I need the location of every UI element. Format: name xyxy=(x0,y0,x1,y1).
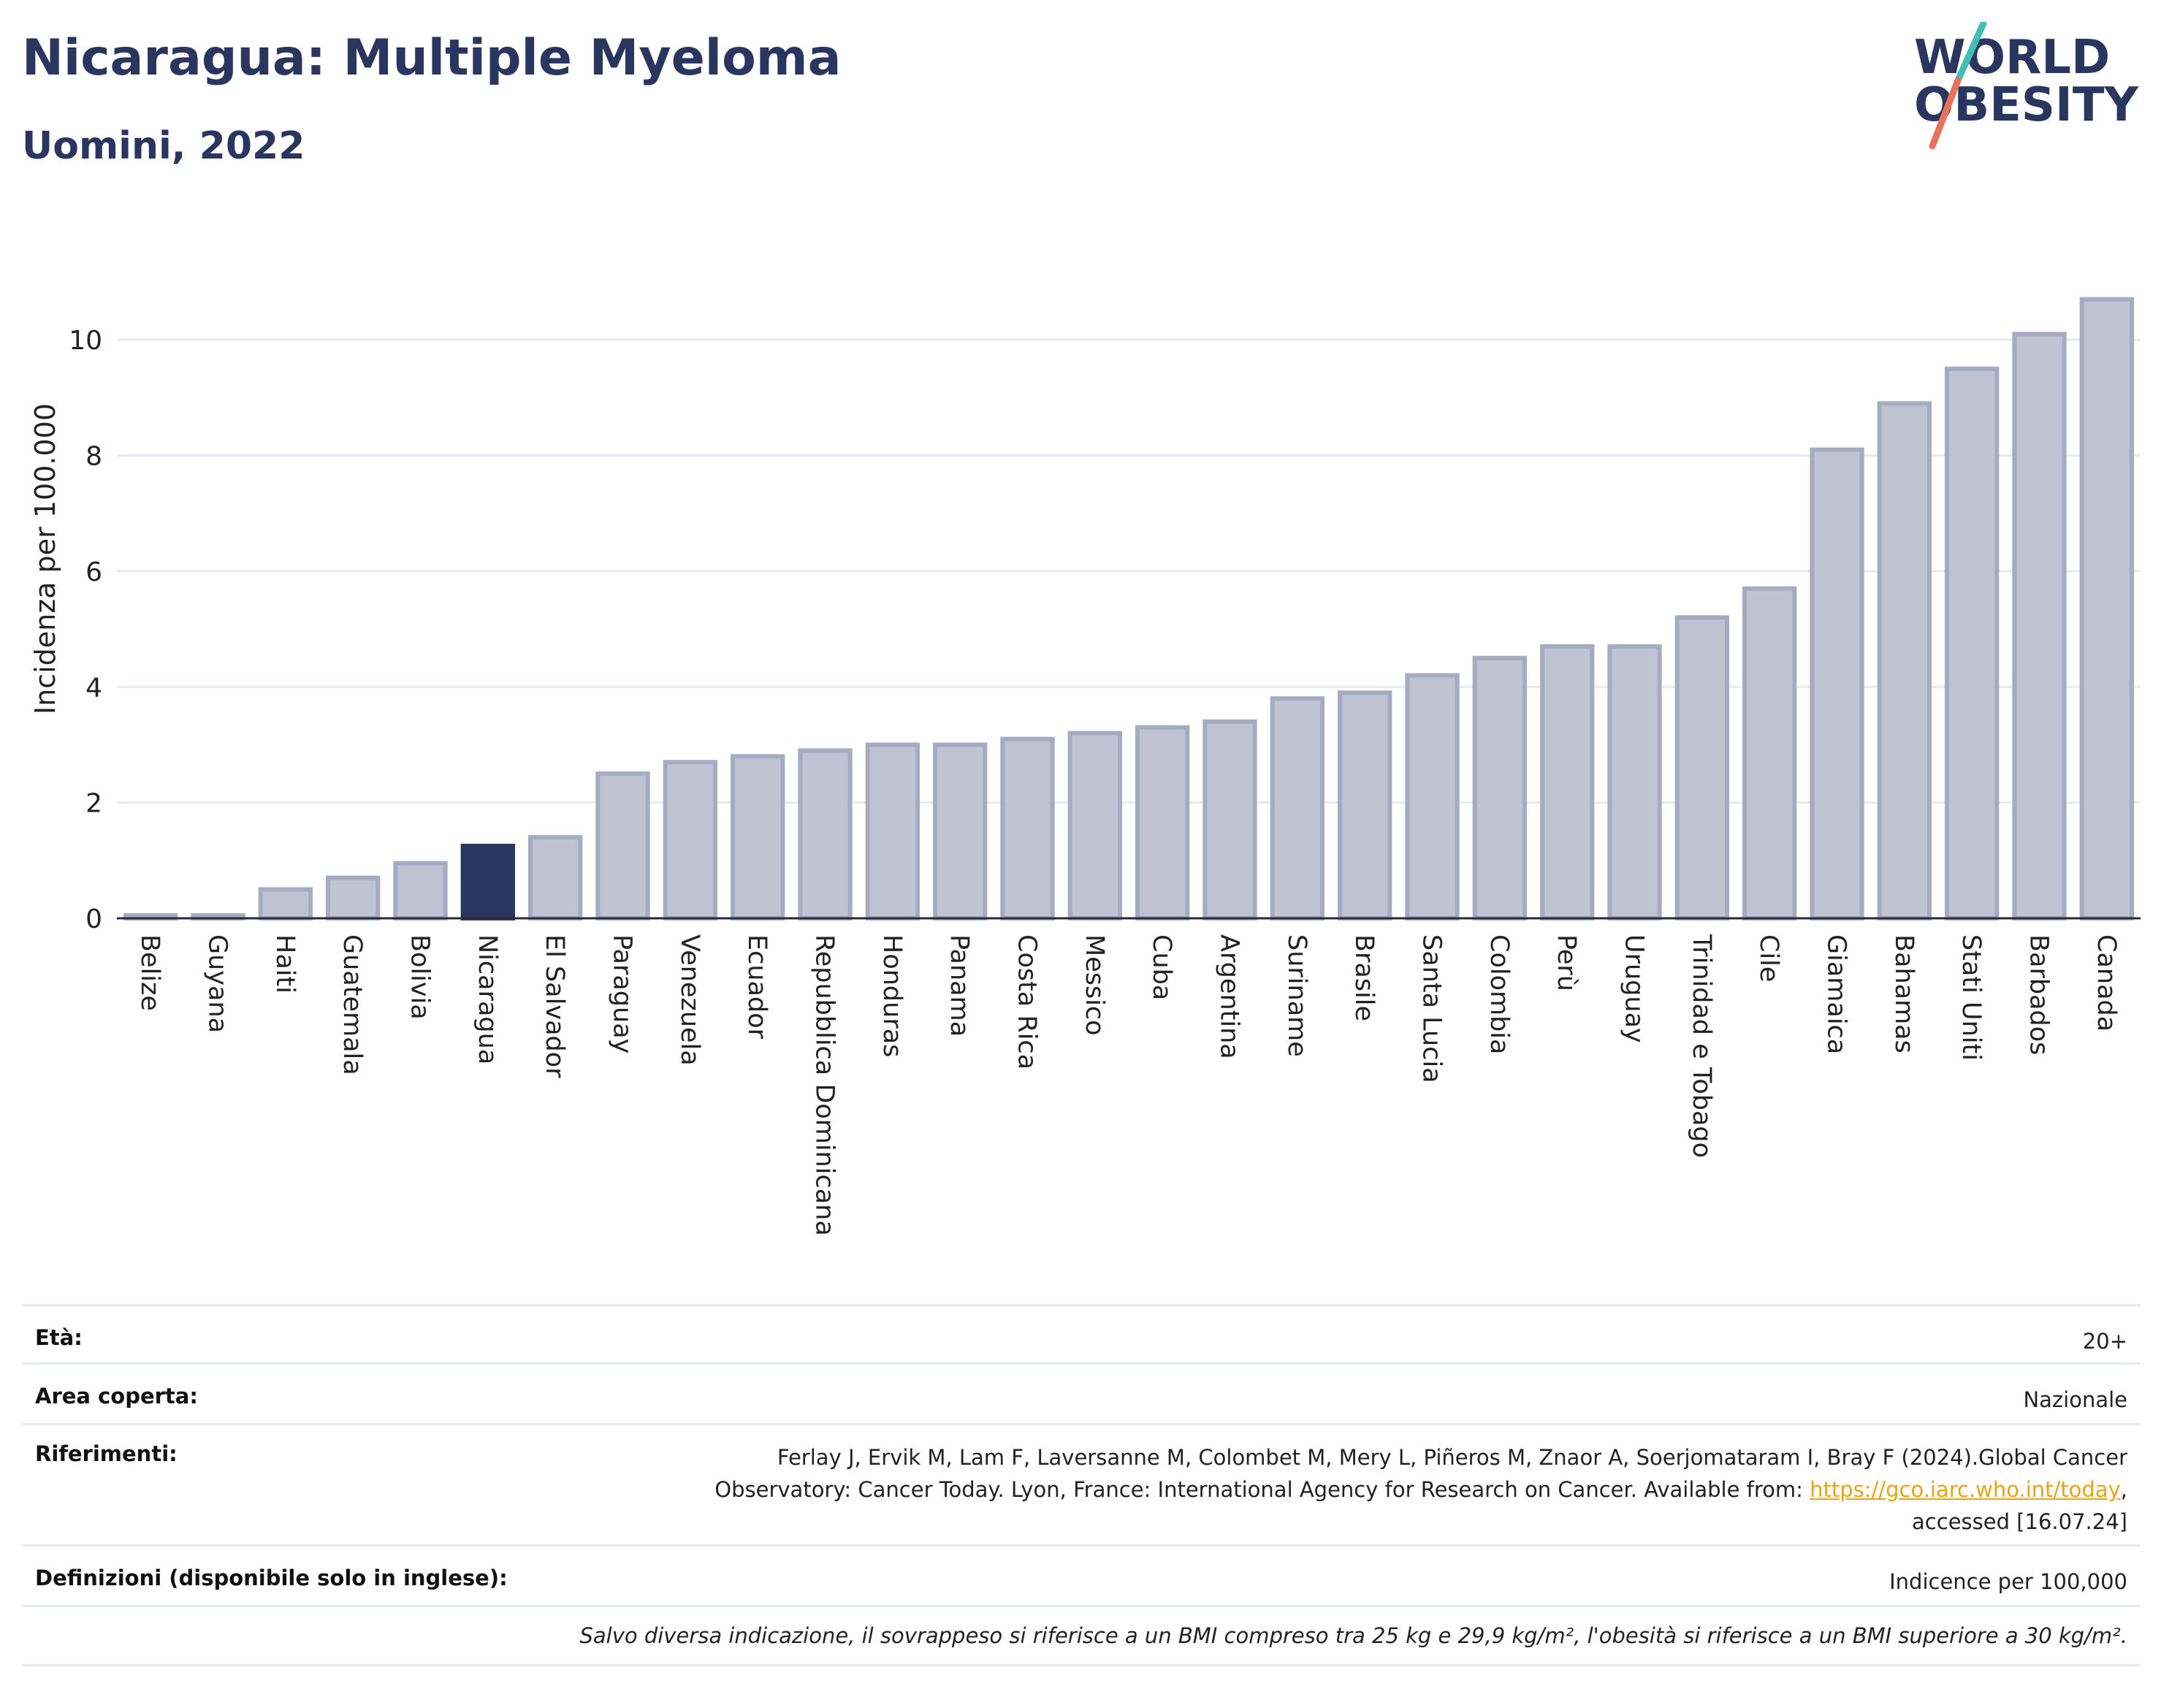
bar xyxy=(1338,690,1392,920)
definitions-label: Definizioni (disponibile solo in inglese… xyxy=(35,1566,508,1590)
references-line-2: Observatory: Cancer Today. Lyon, France:… xyxy=(714,1477,1810,1502)
y-axis-label: Incidenza per 100.000 xyxy=(29,403,61,714)
x-tick-label: El Salvador xyxy=(540,934,569,1078)
x-tick-label: Guatemala xyxy=(338,934,367,1075)
x-tick-label: Bahamas xyxy=(1889,934,1918,1053)
bar xyxy=(1810,447,1864,920)
bar xyxy=(1203,719,1257,920)
bar xyxy=(1742,586,1797,920)
x-tick-label: Guyana xyxy=(203,934,232,1033)
bar xyxy=(1270,696,1325,920)
x-tick-label: Suriname xyxy=(1282,934,1311,1057)
bar xyxy=(2079,297,2134,921)
x-tick-label: Repubblica Dominicana xyxy=(810,934,839,1236)
x-tick-label: Colombia xyxy=(1485,934,1514,1054)
info-row-note: Salvo diversa indicazione, il sovrappeso… xyxy=(22,1605,2141,1666)
y-tick-label: 6 xyxy=(85,557,102,587)
y-tick-label: 0 xyxy=(85,904,102,934)
age-value: 20+ xyxy=(2082,1329,2127,1354)
x-tick-label: Argentina xyxy=(1215,934,1244,1059)
references-label: Riferimenti: xyxy=(35,1441,178,1466)
info-table: Età: 20+ Area coperta: Nazionale Riferim… xyxy=(22,1304,2141,1666)
bar xyxy=(1405,673,1460,920)
bar xyxy=(731,754,785,920)
bar xyxy=(1000,736,1055,921)
bmi-note: Salvo diversa indicazione, il sovrappeso… xyxy=(579,1623,2127,1648)
x-tick-label: Costa Rica xyxy=(1013,934,1042,1070)
bar xyxy=(258,887,313,921)
logo-slash-teal xyxy=(1954,22,1987,84)
x-tick-label: Canada xyxy=(2092,934,2121,1032)
x-tick-label: Honduras xyxy=(877,934,907,1057)
info-row-age: Età: 20+ xyxy=(22,1304,2141,1362)
bar xyxy=(595,771,650,921)
bar xyxy=(2012,332,2067,921)
y-tick-label: 8 xyxy=(85,442,102,472)
logo-text-world: WORLD xyxy=(1914,31,2110,85)
bar xyxy=(1540,644,1595,920)
x-tick-label: Stati Uniti xyxy=(1956,934,1986,1061)
references-value: Ferlay J, Ervik M, Lam F, Laversanne M, … xyxy=(714,1441,2141,1538)
x-tick-label: Ecuador xyxy=(742,934,771,1040)
world-obesity-logo: WORLD OBESITY xyxy=(1914,22,2138,150)
y-tick-label: 2 xyxy=(85,789,102,819)
references-line-1: Ferlay J, Ervik M, Lam F, Laversanne M, … xyxy=(777,1445,2127,1470)
bar-chart: 0 2 4 6 8 10 Belize Guyana Haiti Guatemala Bolivia… xyxy=(29,297,2141,1236)
bar xyxy=(1067,731,1122,920)
bar xyxy=(663,760,717,921)
x-tick-label: Brasile xyxy=(1349,934,1379,1021)
bar xyxy=(1945,366,2000,921)
bar xyxy=(460,844,515,920)
x-tick-label: Barbados xyxy=(2024,934,2054,1055)
x-tick-label: Bolivia xyxy=(405,934,435,1020)
bar xyxy=(1607,644,1662,920)
info-row-definitions: Definizioni (disponibile solo in inglese… xyxy=(22,1544,2141,1605)
references-line-3: accessed [16.07.24] xyxy=(1912,1509,2127,1534)
x-tick-label: Perù xyxy=(1552,934,1581,991)
x-tick-label: Giamaica xyxy=(1822,934,1851,1054)
page-subtitle: Uomini, 2022 xyxy=(22,124,305,168)
gridlines xyxy=(117,338,2141,804)
bar xyxy=(1135,725,1190,920)
bar xyxy=(393,861,448,921)
x-tick-label: Nicaragua xyxy=(473,934,502,1064)
age-label: Età: xyxy=(35,1325,83,1350)
bar xyxy=(528,835,583,920)
area-label: Area coperta: xyxy=(35,1384,198,1408)
references-comma: , xyxy=(2120,1477,2127,1502)
bar xyxy=(865,742,920,920)
x-tick-label: Belize xyxy=(135,934,164,1011)
bar xyxy=(1674,615,1729,920)
info-row-references: Riferimenti: Ferlay J, Ervik M, Lam F, L… xyxy=(22,1423,2141,1544)
x-tick-label: Santa Lucia xyxy=(1417,934,1447,1083)
x-tick-label: Messico xyxy=(1080,934,1109,1036)
area-value: Nazionale xyxy=(2023,1387,2127,1412)
y-tick-label: 4 xyxy=(85,673,102,703)
bar xyxy=(1877,401,1932,921)
logo-slash-coral xyxy=(1929,77,1962,150)
bar xyxy=(798,748,853,921)
x-tick-label: Paraguay xyxy=(608,934,637,1053)
axes: 0 2 4 6 8 10 Belize Guyana Haiti Guatemala Bolivia… xyxy=(69,326,2141,1236)
x-tick-label: Haiti xyxy=(270,934,300,994)
definitions-value: Indicence per 100,000 xyxy=(1889,1569,2127,1594)
bar xyxy=(1472,655,1527,920)
x-tick-label: Cuba xyxy=(1147,934,1176,1000)
page-title: Nicaragua: Multiple Myeloma xyxy=(22,29,842,87)
bars xyxy=(123,297,2134,921)
x-tick-label: Panama xyxy=(945,934,974,1037)
x-tick-label: Venezuela xyxy=(675,934,704,1066)
info-row-area: Area coperta: Nazionale xyxy=(22,1362,2141,1423)
x-tick-label: Uruguay xyxy=(1620,934,1649,1043)
x-tick-label: Cile xyxy=(1754,934,1783,982)
bar xyxy=(326,875,381,921)
x-tick-label: Trinidad e Tobago xyxy=(1687,934,1716,1158)
bar xyxy=(933,742,988,920)
references-link[interactable]: https://gco.iarc.who.int/today xyxy=(1810,1477,2121,1502)
y-tick-label: 10 xyxy=(69,326,102,356)
